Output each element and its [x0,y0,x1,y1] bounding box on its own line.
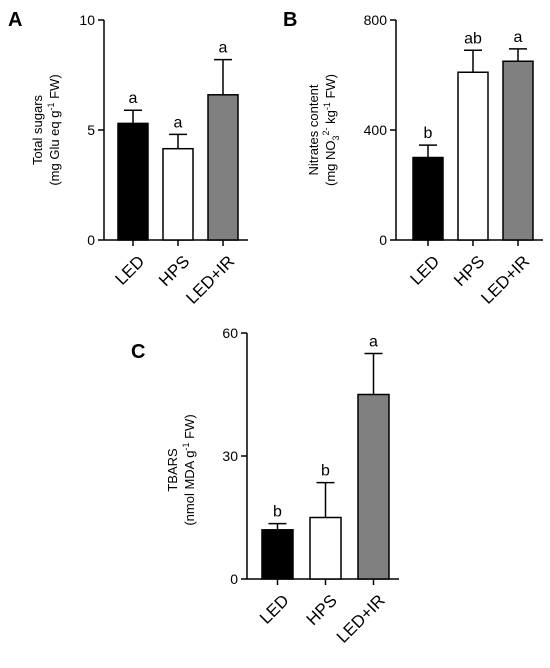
ylabel-c-line2: (nmol MDA g-1 FW) [181,414,197,525]
ylabel-a-line2: (mg Glu eq g-1 FW) [46,74,62,185]
category-label-b: LED+IR [477,252,533,308]
panel-letter-c: C [131,341,145,363]
significance-label-c: b [273,504,282,521]
significance-label-c: b [321,463,330,480]
bar-b-led [412,156,444,241]
significance-label-a: a [129,90,138,107]
category-label-c: HPS [303,591,341,629]
y-tick-label-c: 0 [230,571,238,587]
bar-c-led-ir [357,393,390,580]
panel-letter-b: B [283,9,297,31]
bar-b-led-ir [502,60,534,241]
chart-panel-c: 0 30 60 b LED b HPS a LED+IR [222,325,399,647]
bar-a-led [117,122,149,241]
category-label-a: HPS [155,252,193,290]
category-label-a: LED+IR [182,252,238,308]
category-label-b: LED [406,252,443,289]
bar-b-hps [457,71,489,241]
panel-letter-a: A [8,9,22,31]
y-tick-label-b: 800 [364,12,388,28]
chart-panel-b: 0 400 800 b LED ab HPS a LED+IR [364,12,543,308]
category-label-c: LED+IR [333,591,389,647]
ylabel-b-line2: (mg NO32- kg-1 FW) [321,74,341,186]
y-tick-label-c: 30 [222,448,238,464]
y-tick-label-c: 60 [222,325,238,341]
y-tick-label-a: 5 [87,122,95,138]
bar-c-hps [309,516,342,580]
bar-a-hps [162,147,194,241]
y-tick-label-b: 400 [364,122,388,138]
significance-label-b: a [514,29,523,46]
ylabel-c-line1: TBARS [165,448,180,492]
bar-c-led [261,529,294,580]
significance-label-b: ab [464,30,482,47]
ylabel-a-line1: Total sugars [30,94,45,165]
category-label-c: LED [256,591,293,628]
category-label-b: HPS [450,252,488,290]
significance-label-b: b [424,125,433,142]
significance-label-c: a [369,334,378,351]
ylabel-b-line1: Nitrates content [306,84,321,175]
y-tick-label-b: 0 [379,232,387,248]
bar-a-led-ir [207,94,239,241]
category-label-a: LED [111,252,148,289]
significance-label-a: a [174,114,183,131]
chart-panel-a: 0 5 10 a LED a HPS a LED+IR [79,12,248,308]
y-tick-label-a: 10 [79,12,95,28]
significance-label-a: a [219,40,228,57]
y-tick-label-a: 0 [87,232,95,248]
